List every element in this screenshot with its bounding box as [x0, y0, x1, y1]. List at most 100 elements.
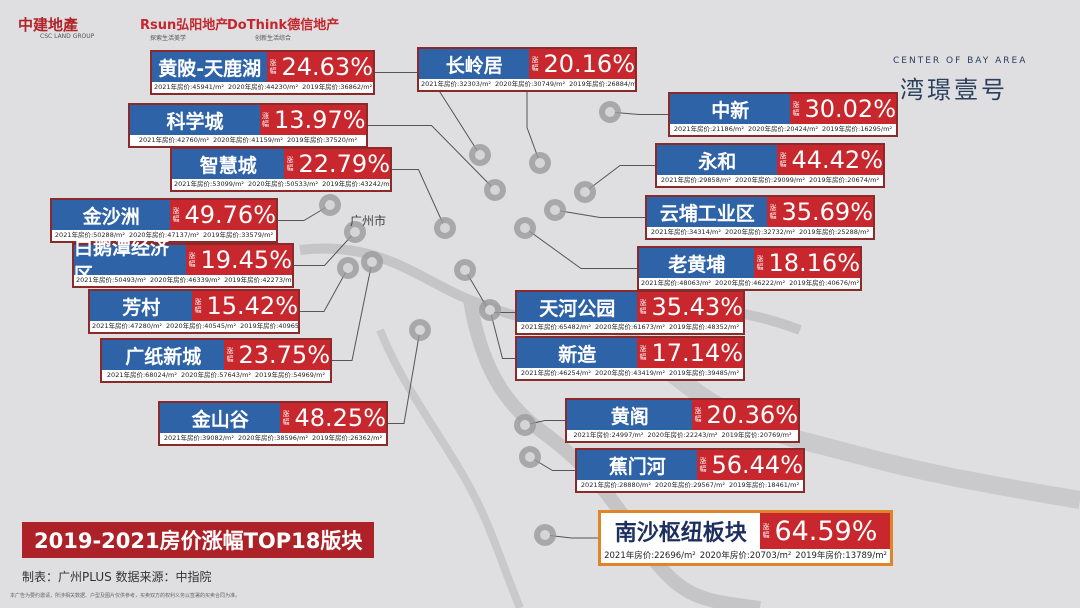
- location-dot-core: [475, 150, 485, 160]
- title: 2019-2021房价涨幅TOP18版块: [22, 522, 375, 558]
- price: 2021年房价:45941/m²: [154, 83, 225, 91]
- rate-tag: 涨幅: [639, 345, 647, 361]
- rate-box: 涨幅 22.79%: [284, 149, 390, 179]
- block-name: 新造: [517, 338, 638, 368]
- brand-cn: 湾璟壹号: [900, 76, 1008, 104]
- rate-tag: 涨幅: [188, 252, 196, 268]
- rate-value: 35.43%: [651, 293, 743, 321]
- rate-box: 涨幅 20.16%: [529, 49, 635, 79]
- block-card: 金沙洲 涨幅 49.76% 2021年房价:50288/m² 2020年房价:47137…: [50, 198, 278, 243]
- rate-value: 64.59%: [774, 515, 878, 547]
- rate-tag: 涨幅: [194, 298, 202, 314]
- leader-line: [526, 92, 541, 164]
- price: 2019年房价:26884/m²: [569, 80, 635, 88]
- block-name: 南沙枢纽板块: [601, 513, 761, 549]
- price-row: 2021年房价:50288/m² 2020年房价:47137/m² 2019年房价:…: [52, 230, 276, 241]
- price: 2021年房价:65482/m²: [520, 323, 591, 331]
- rate-value: 20.36%: [706, 401, 798, 429]
- block-card: 黄陂-天鹿湖 涨幅 24.63% 2021年房价:45941/m² 2020年房价:44…: [150, 50, 375, 95]
- card-head: 广纸新城 涨幅 23.75%: [102, 340, 330, 370]
- block-card: 广纸新城 涨幅 23.75% 2021年房价:68024/m² 2020年房价:5764…: [100, 338, 332, 383]
- card-head: 科学城 涨幅 13.97%: [130, 105, 366, 135]
- location-dot-core: [490, 185, 500, 195]
- rate-value: 23.75%: [238, 341, 330, 369]
- rate-tag: 涨幅: [269, 59, 277, 75]
- block-card: 南沙枢纽板块 涨幅 64.59% 2021年房价:22696/m² 2020年房价:20…: [598, 510, 893, 566]
- card-head: 永和 涨幅 44.42%: [657, 145, 883, 175]
- rate-box: 涨幅 49.76%: [170, 200, 276, 230]
- block-card: 芳村 涨幅 15.42% 2021年房价:47280/m² 2020年房价:40545/…: [88, 289, 300, 334]
- block-name: 天河公园: [517, 292, 638, 322]
- block-card: 天河公园 涨幅 35.43% 2021年房价:65482/m² 2020年房价:6167…: [515, 290, 745, 335]
- price: 2020年房价:30749/m²: [495, 80, 566, 88]
- price: 2021年房价:48063/m²: [641, 279, 712, 287]
- rate-value: 30.02%: [804, 95, 896, 123]
- rate-tag: 涨幅: [286, 156, 294, 172]
- price: 2019年房价:40676/m²: [789, 279, 860, 287]
- price-row: 2021年房价:24997/m² 2020年房价:22243/m² 2019年房价:…: [567, 430, 798, 441]
- leader-line: [332, 261, 373, 361]
- location-dot-core: [415, 325, 425, 335]
- leader-line: [368, 125, 496, 191]
- rate-box: 涨幅 13.97%: [260, 105, 366, 135]
- price: 2021年房价:42760/m²: [138, 136, 209, 144]
- location-dot-core: [540, 530, 550, 540]
- location-dot-core: [325, 200, 335, 210]
- rate-value: 56.44%: [711, 451, 803, 479]
- logo: Rsun弘阳地产: [140, 18, 229, 33]
- logo-sub: CSC LAND GROUP: [40, 33, 95, 40]
- location-dot-core: [440, 223, 450, 233]
- card-head: 白鹅潭经济区 涨幅 19.45%: [74, 237, 292, 286]
- block-card: 永和 涨幅 44.42% 2021年房价:29858/m² 2020年房价:29099/…: [655, 143, 885, 188]
- logo-sub: 探索生活美学: [150, 35, 187, 42]
- location-dot-core: [520, 420, 530, 430]
- rate-value: 48.25%: [294, 404, 386, 432]
- price: 2021年房价:47280/m²: [92, 322, 163, 330]
- rate-tag: 涨幅: [172, 207, 180, 223]
- location-dot-core: [343, 263, 353, 273]
- price: 2019年房价:26362/m²: [312, 434, 383, 442]
- leader-line: [300, 267, 349, 312]
- rate-tag: 涨幅: [639, 299, 647, 315]
- rate-tag: 涨幅: [779, 152, 787, 168]
- price: 2019年房价:20674/m²: [809, 176, 880, 184]
- price: 2021年房价:21186/m²: [673, 125, 744, 133]
- rate-value: 15.42%: [206, 292, 298, 320]
- block-name: 芳村: [90, 291, 193, 321]
- price: 2020年房价:29567/m²: [654, 481, 726, 489]
- rate-box: 涨幅 35.69%: [767, 197, 873, 227]
- source: 制表：广州PLUS 数据来源：中指院: [22, 570, 212, 584]
- rate-box: 涨幅 44.42%: [777, 145, 883, 175]
- card-head: 芳村 涨幅 15.42%: [90, 291, 298, 321]
- leader-line: [524, 227, 637, 269]
- leader-line: [392, 169, 446, 229]
- price: 2020年房价:38596/m²: [237, 434, 309, 442]
- rate-tag: 涨幅: [262, 112, 269, 128]
- block-name: 白鹅潭经济区: [74, 237, 187, 286]
- rate-tag: 涨幅: [762, 523, 770, 539]
- rate-tag: 涨幅: [792, 101, 800, 117]
- rate-box: 涨幅 17.14%: [637, 338, 743, 368]
- price: 2019年房价:54969/m²: [255, 371, 326, 379]
- card-head: 蕉门河 涨幅 56.44%: [577, 450, 803, 480]
- block-card: 老黄埔 涨幅 18.16% 2021年房价:48063/m² 2020年房价:46222…: [637, 246, 862, 291]
- rate-tag: 涨幅: [694, 407, 702, 423]
- rate-box: 涨幅 48.25%: [280, 403, 386, 433]
- rate-value: 22.79%: [298, 150, 390, 178]
- price: 2020年房价:61673/m²: [594, 323, 666, 331]
- location-dot-core: [485, 305, 495, 315]
- rate-value: 17.14%: [651, 339, 743, 367]
- price: 2021年房价:46254/m²: [520, 369, 591, 377]
- rate-value: 44.42%: [791, 146, 883, 174]
- price-row: 2021年房价:21186/m² 2020年房价:20424/m² 2019年房价:…: [670, 124, 896, 135]
- logo: DoThink德信地产: [227, 18, 340, 33]
- price: 2020年房价:44230/m²: [228, 83, 299, 91]
- price-row: 2021年房价:48063/m² 2020年房价:46222/m² 2019年房价:…: [639, 278, 860, 289]
- rate-tag: 涨幅: [531, 56, 539, 72]
- rate-box: 涨幅 64.59%: [760, 513, 890, 549]
- block-name: 黄阁: [567, 400, 693, 430]
- card-head: 金山谷 涨幅 48.25%: [160, 403, 386, 433]
- price: 2021年房价:50288/m²: [54, 231, 125, 239]
- block-name: 黄陂-天鹿湖: [152, 52, 268, 82]
